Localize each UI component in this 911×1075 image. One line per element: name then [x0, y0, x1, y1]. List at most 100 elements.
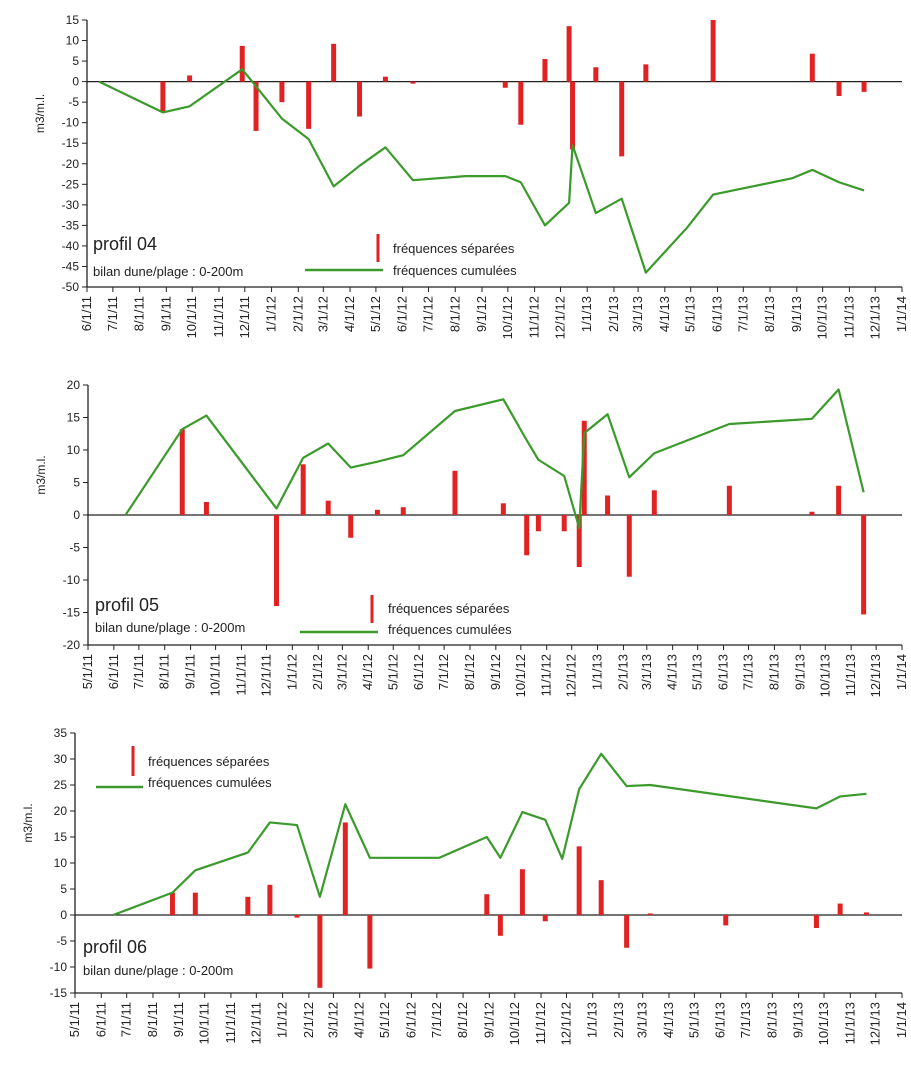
y-tick-label: -45 [62, 259, 80, 273]
panel-title: profil 05 [95, 595, 159, 615]
bar-separee [619, 81, 625, 157]
bar-separee [624, 915, 630, 948]
x-tick-label: 9/1/13 [792, 654, 807, 690]
x-tick-label: 5/1/11 [80, 654, 95, 689]
panel-subtitle: bilan dune/plage : 0-200m [93, 264, 243, 279]
x-tick-label: 5/1/13 [683, 296, 698, 332]
x-tick-label: 11/1/13 [842, 1002, 857, 1044]
x-tick-label: 12/1/11 [237, 296, 252, 338]
x-tick-label: 8/1/13 [764, 1002, 779, 1038]
x-tick-label: 4/1/13 [661, 1002, 676, 1038]
x-tick-label: 10/1/12 [513, 654, 528, 697]
x-tick-label: 1/1/14 [894, 296, 909, 332]
panel-subtitle: bilan dune/plage : 0-200m [83, 963, 233, 978]
legend-label-cumulees: fréquences cumulées [388, 622, 512, 637]
chart-panel-profil-06: 35 30 25 20 15 10 5 0 -5 -10 -15 5/1/11 6/1/11 7/1/11… [21, 726, 909, 1045]
bar-separee [647, 913, 653, 915]
y-tick-label: -25 [62, 177, 80, 191]
x-tick-label: 7/1/13 [741, 654, 756, 690]
bar-separee [452, 470, 458, 515]
x-tick-label: 6/1/13 [716, 654, 731, 690]
y-tick-label: 0 [73, 508, 80, 522]
chart-panel-profil-04: 15 10 5 0 -5 -10 -15 -20 -25 -30 -35 -40 -45 -50 6/1/1… [33, 13, 909, 339]
x-tick-label: 4/1/12 [352, 1002, 367, 1038]
x-tick-label: 10/1/12 [500, 296, 515, 339]
bar-separee [861, 515, 867, 615]
x-tick-label: 1/1/14 [894, 1002, 909, 1038]
line-cumulee [124, 388, 865, 530]
bar-separee [273, 515, 279, 606]
bar-separee [300, 464, 306, 515]
x-tick-label: 6/1/12 [403, 1002, 418, 1038]
x-tick-label: 12/1/12 [558, 1002, 573, 1045]
x-tick-label: 6/1/12 [411, 654, 426, 690]
x-tick-label: 9/1/12 [474, 296, 489, 332]
x-tick-label: 8/1/12 [455, 1002, 470, 1038]
bar-separee [837, 903, 843, 915]
y-tick-label: -15 [50, 986, 68, 1000]
bar-separee [710, 20, 716, 82]
y-axis-label: m3/m.l. [21, 803, 35, 842]
legend-label-separees: fréquences séparées [388, 601, 510, 616]
x-tick-label: 5/1/12 [368, 296, 383, 332]
y-tick-label: 30 [54, 752, 68, 766]
x-tick-label: 6/1/13 [709, 296, 724, 332]
bar-separee [519, 869, 525, 915]
y-tick-label: 35 [54, 726, 68, 740]
x-tick-label: 10/1/13 [817, 654, 832, 697]
bar-separee [367, 915, 373, 969]
x-tick-label: 2/1/13 [611, 1002, 626, 1038]
bar-separee [561, 515, 567, 532]
x-tick-label: 7/1/13 [735, 296, 750, 332]
x-tick-label: 5/1/12 [377, 1002, 392, 1038]
x-tick-label: 6/1/11 [79, 296, 94, 331]
bar-separee [581, 420, 587, 515]
x-tick-label: 12/1/12 [552, 296, 567, 339]
bar-separee [306, 81, 312, 129]
x-tick-label: 8/1/11 [132, 296, 147, 331]
bar-separee [239, 45, 245, 82]
bar-separee [160, 81, 166, 113]
bar-separee [626, 515, 632, 577]
x-tick-label: 2/1/13 [615, 654, 630, 690]
x-tick-label: 10/1/11 [197, 1002, 212, 1044]
bar-separee [500, 503, 506, 515]
bar-separee [400, 507, 406, 515]
x-tick-label: 1/1/12 [275, 1002, 290, 1038]
x-tick-label: 4/1/13 [657, 296, 672, 332]
legend-label-cumulees: fréquences cumulées [393, 263, 517, 278]
x-tick-label: 12/1/11 [248, 1002, 263, 1044]
bar-separee [518, 81, 524, 125]
x-tick-label: 4/1/13 [665, 654, 680, 690]
x-tick-label: 7/1/11 [119, 1002, 134, 1037]
bar-separee [253, 81, 259, 131]
bar-separee [357, 81, 363, 117]
y-axis-label: m3/m.l. [34, 455, 48, 494]
x-tick-label: 12/1/13 [868, 1002, 883, 1045]
line-cumulee [112, 752, 867, 917]
x-tick-label: 7/1/13 [738, 1002, 753, 1038]
bar-separee [643, 64, 649, 82]
x-tick-label: 8/1/12 [447, 296, 462, 332]
x-tick-label: 1/1/13 [590, 654, 605, 690]
panel-title: profil 04 [93, 234, 157, 254]
x-tick-label: 12/1/12 [564, 654, 579, 697]
bar-separee [497, 915, 503, 936]
x-tick-label: 9/1/12 [488, 654, 503, 690]
x-tick-label: 6/1/11 [93, 1002, 108, 1037]
x-tick-label: 3/1/13 [639, 654, 654, 690]
x-tick-label: 5/1/12 [385, 654, 400, 690]
x-tick-label: 3/1/12 [325, 1002, 340, 1038]
y-tick-label: -10 [63, 573, 81, 587]
y-tick-label: 15 [67, 411, 81, 425]
x-tick-label: 1/1/14 [894, 654, 909, 690]
x-tick-label: 2/1/12 [290, 296, 305, 332]
y-tick-label: -5 [68, 95, 79, 109]
x-tick-label: 1/1/12 [284, 654, 299, 690]
line-cumulee [98, 68, 865, 274]
bar-separee [723, 915, 729, 926]
y-tick-label: -15 [63, 606, 81, 620]
y-tick-label: -50 [62, 280, 80, 294]
x-tick-label: 5/1/13 [690, 654, 705, 690]
bar-separee [245, 896, 251, 915]
